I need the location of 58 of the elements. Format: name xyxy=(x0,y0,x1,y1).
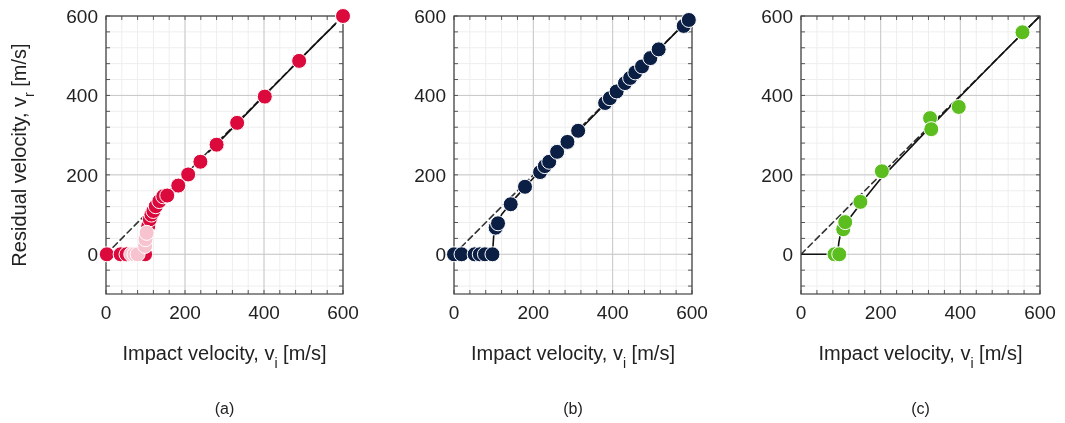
point xyxy=(490,215,507,232)
point xyxy=(453,246,470,263)
point xyxy=(170,177,187,194)
point xyxy=(1014,24,1031,41)
x-tick-label: 0 xyxy=(448,302,460,323)
x-tick-label: 600 xyxy=(676,302,708,323)
point xyxy=(570,122,587,139)
x-axis-title: Impact velocity, v$_{i}$ [m/s] xyxy=(818,342,1023,371)
y-tick-label: 400 xyxy=(66,85,98,107)
x-tick-label: 0 xyxy=(795,302,807,323)
point xyxy=(873,163,890,180)
y-tick-label: 400 xyxy=(414,85,446,107)
y-tick-label: 0 xyxy=(87,243,98,265)
x-tick-label: 200 xyxy=(169,302,201,323)
point xyxy=(837,214,854,231)
point xyxy=(159,187,176,204)
point xyxy=(517,178,533,195)
point xyxy=(950,98,967,115)
point xyxy=(208,136,225,153)
point xyxy=(98,246,115,263)
point xyxy=(549,143,566,160)
x-tick-label: 0 xyxy=(100,302,112,323)
y-tick-label: 200 xyxy=(414,164,446,186)
point xyxy=(559,133,576,150)
point xyxy=(192,153,209,170)
x-tick-label: 400 xyxy=(248,302,280,323)
point xyxy=(923,121,940,138)
x-tick-label: 600 xyxy=(327,302,359,323)
point xyxy=(229,114,246,131)
x-tick-label: 400 xyxy=(596,302,629,323)
point xyxy=(852,193,869,210)
point xyxy=(256,88,273,105)
point xyxy=(650,41,667,58)
x-tick-label: 200 xyxy=(517,302,550,323)
point xyxy=(180,166,197,183)
point xyxy=(138,224,155,241)
point xyxy=(291,52,308,69)
text: (b) xyxy=(563,400,583,417)
point xyxy=(484,246,501,263)
x-tick-label: 200 xyxy=(864,302,897,323)
y-tick-label: 600 xyxy=(414,5,446,27)
x-tick-label: 600 xyxy=(1024,302,1056,323)
x-axis-title: Impact velocity, v$_{i}$ [m/s] xyxy=(122,342,327,371)
y-tick-label: 200 xyxy=(761,164,793,186)
point xyxy=(502,196,519,213)
y-tick-label: 200 xyxy=(66,164,98,186)
text: (c) xyxy=(911,400,930,417)
point xyxy=(680,11,697,28)
y-tick-label: 600 xyxy=(761,5,793,27)
y-tick-label: 600 xyxy=(66,5,98,27)
x-tick-label: 400 xyxy=(944,302,977,323)
y-tick-label: 0 xyxy=(435,243,446,265)
point xyxy=(335,8,351,24)
y-tick-label: 0 xyxy=(782,243,793,265)
point xyxy=(831,246,848,263)
text: (a) xyxy=(214,400,235,417)
x-axis-title: Impact velocity, v$_{i}$ [m/s] xyxy=(471,342,675,371)
y-tick-label: 400 xyxy=(761,85,793,107)
